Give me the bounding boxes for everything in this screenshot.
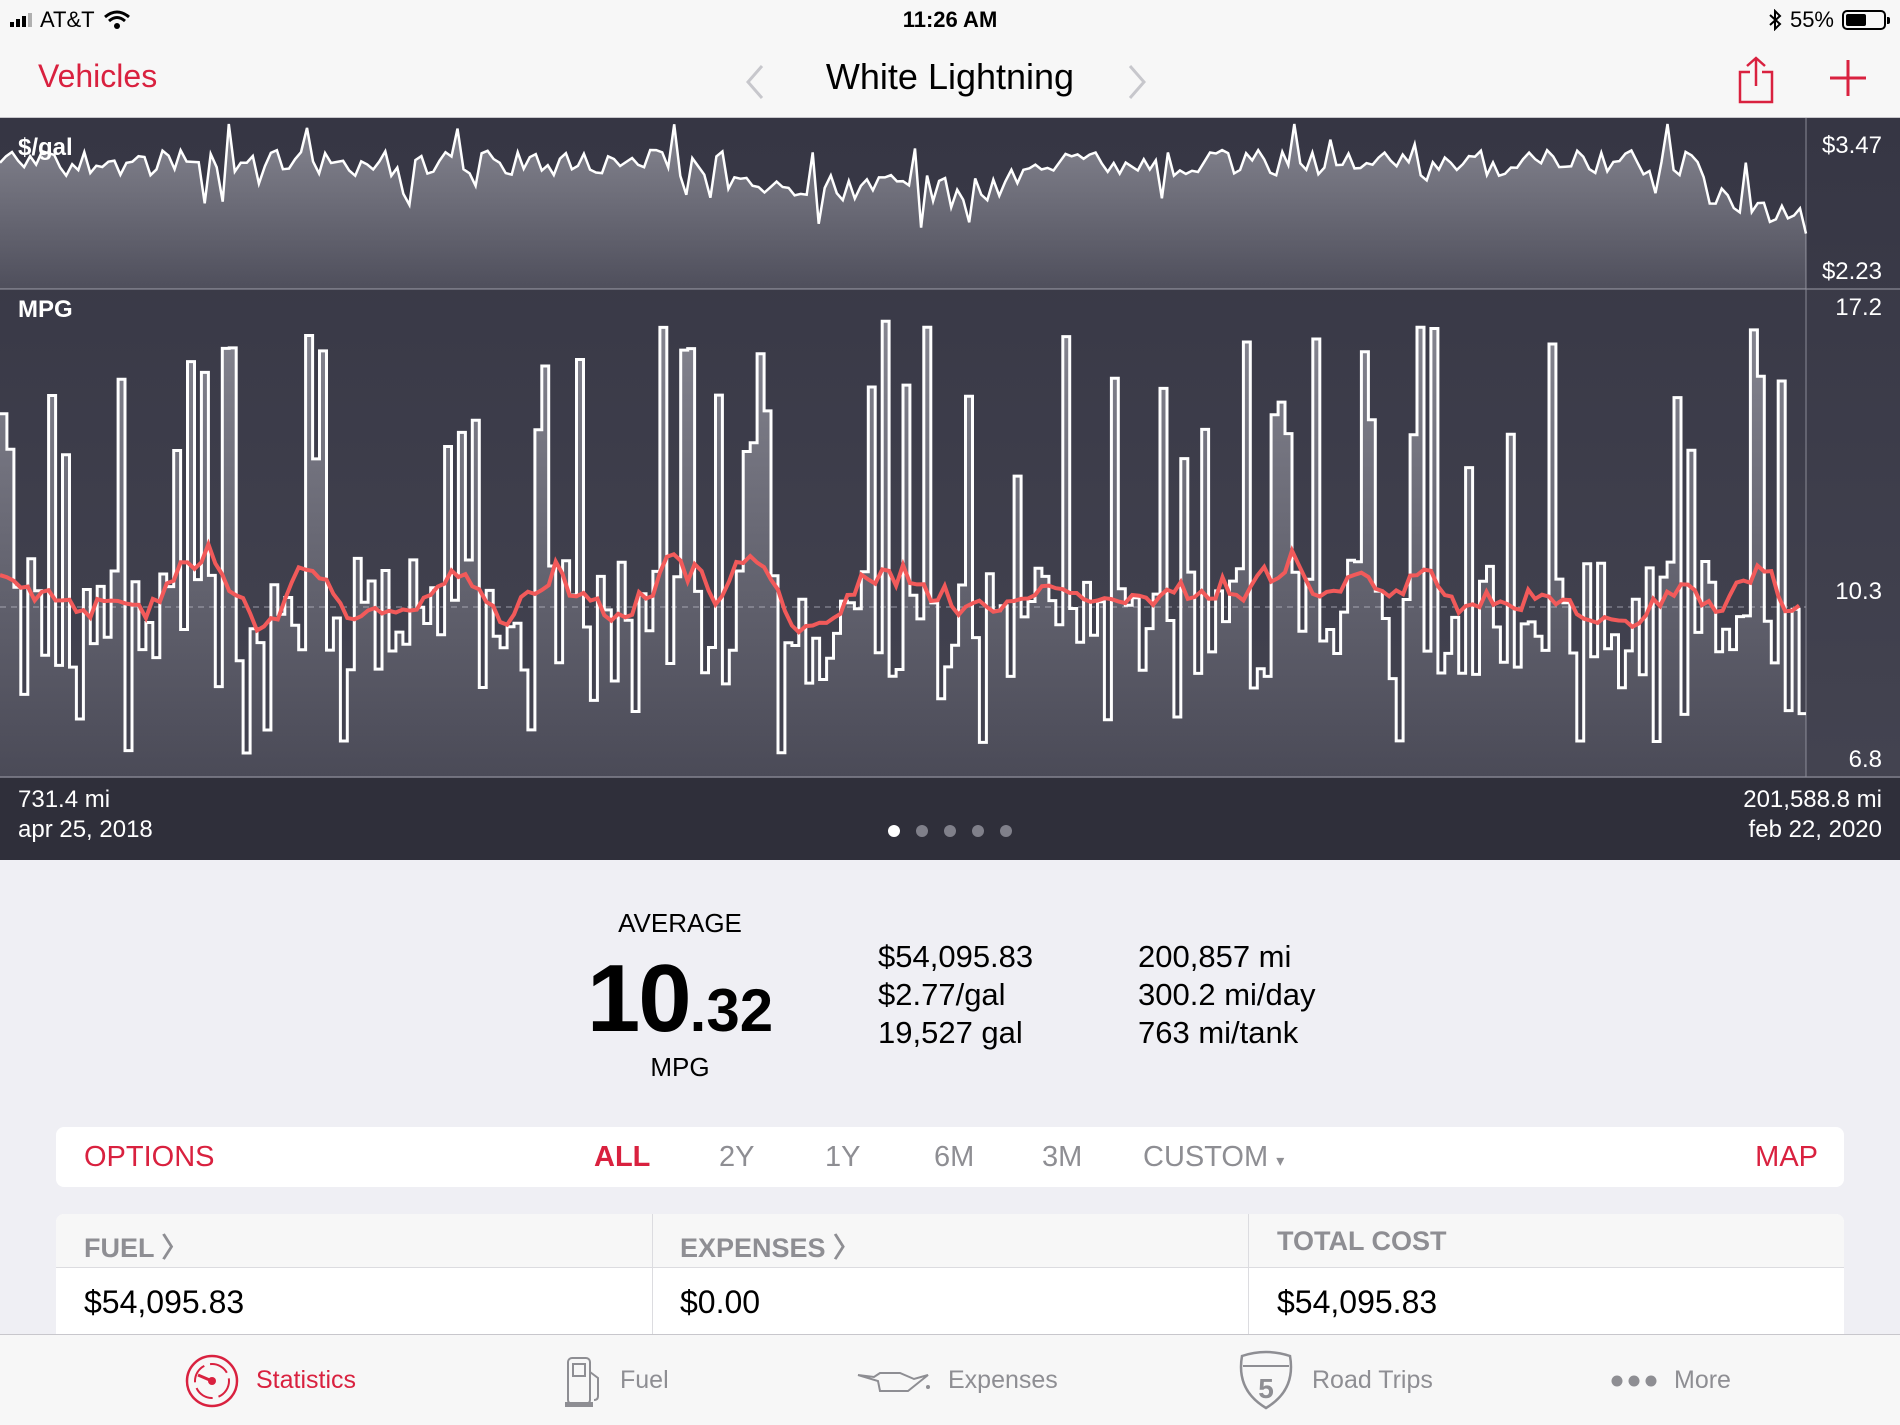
price-max-tick-label: $3.47 xyxy=(1821,132,1882,159)
range-all[interactable]: ALL xyxy=(594,1141,651,1173)
page-dot xyxy=(916,825,928,837)
mpg-axis-title: MPG xyxy=(18,296,73,323)
total-cost-stat: $54,095.83 xyxy=(878,939,1034,974)
start-date: apr 25, 2018 xyxy=(18,816,153,843)
battery-icon xyxy=(1842,10,1890,30)
options-button[interactable]: OPTIONS xyxy=(84,1141,215,1173)
miles-per-tank-stat: 763 mi/tank xyxy=(1138,1015,1299,1050)
shield-number: 5 xyxy=(1258,1373,1274,1404)
page-dot xyxy=(972,825,984,837)
total-cost-value: $54,095.83 xyxy=(1277,1284,1438,1320)
page-dot xyxy=(888,825,900,837)
price-series-line xyxy=(0,123,1808,234)
status-bar: AT&T 11:26 AM 55% xyxy=(0,0,1900,40)
cost-stats: $54,095.83 $2.77/gal 19,527 gal xyxy=(878,938,1033,1052)
tab-fuel-label: Fuel xyxy=(620,1366,669,1394)
end-odometer: 201,588.8 mi xyxy=(1743,786,1882,813)
mpg-max-tick-label: 17.2 xyxy=(1835,294,1882,321)
tab-road-trips-label: Road Trips xyxy=(1312,1366,1433,1394)
tab-bar: Statistics Fuel Expenses 5 Road Trips xyxy=(0,1334,1900,1425)
range-selector: OPTIONS ALL 2Y 1Y 6M 3M CUSTOM ▾ MAP xyxy=(56,1127,1844,1187)
vehicle-title: White Lightning xyxy=(825,56,1075,97)
gauge-icon xyxy=(185,1354,239,1407)
bluetooth-icon xyxy=(1769,9,1782,31)
fuel-value: $54,095.83 xyxy=(84,1284,245,1320)
chart-canvas xyxy=(0,118,1900,860)
average-label: AVERAGE xyxy=(618,908,742,938)
map-button[interactable]: MAP xyxy=(1755,1141,1818,1173)
cost-table: FUEL 〉 EXPENSES 〉 TOTAL COST $54,095.83 … xyxy=(56,1214,1844,1334)
range-1y[interactable]: 1Y xyxy=(825,1141,861,1173)
distance-stat: 200,857 mi xyxy=(1138,939,1292,974)
expenses-header[interactable]: EXPENSES 〉 xyxy=(680,1226,860,1265)
column-divider xyxy=(1248,1214,1249,1334)
custom-caret-icon: ▾ xyxy=(1276,1153,1285,1170)
fuel-header-label: FUEL xyxy=(84,1233,155,1263)
tab-statistics[interactable]: Statistics xyxy=(184,1335,356,1425)
column-divider xyxy=(652,1214,653,1334)
more-dots-icon xyxy=(1611,1375,1657,1386)
previous-vehicle-chevron-icon[interactable] xyxy=(742,62,766,102)
miles-per-day-stat: 300.2 mi/day xyxy=(1138,977,1316,1012)
fuel-chart[interactable]: $/gal $3.47 $2.23 MPG 17.2 10.3 6.8 731.… xyxy=(0,118,1900,860)
fuel-header[interactable]: FUEL 〉 xyxy=(84,1226,189,1265)
range-3m[interactable]: 3M xyxy=(1042,1141,1083,1173)
next-vehicle-chevron-icon[interactable] xyxy=(1126,62,1150,102)
oil-can-icon xyxy=(857,1371,930,1392)
carrier-label: AT&T xyxy=(40,7,95,32)
tab-expenses-label: Expenses xyxy=(948,1366,1058,1394)
total-cost-header: TOTAL COST xyxy=(1277,1226,1447,1256)
distance-stats: 200,857 mi 300.2 mi/day 763 mi/tank xyxy=(1138,938,1316,1052)
range-2y[interactable]: 2Y xyxy=(719,1141,755,1173)
cost-table-header: FUEL 〉 EXPENSES 〉 TOTAL COST xyxy=(56,1214,1844,1268)
battery-percent: 55% xyxy=(1789,7,1834,32)
average-integer: 10 xyxy=(586,945,692,1052)
average-decimal: .32 xyxy=(689,977,774,1044)
gallons-stat: 19,527 gal xyxy=(878,1015,1023,1050)
page-dot xyxy=(944,825,956,837)
tab-expenses[interactable]: Expenses xyxy=(856,1335,1058,1425)
status-time: 11:26 AM xyxy=(902,7,998,32)
range-custom[interactable]: CUSTOM ▾ xyxy=(1143,1141,1284,1174)
range-6m[interactable]: 6M xyxy=(934,1141,975,1173)
interstate-shield-icon: 5 xyxy=(1239,1350,1293,1409)
price-min-tick-label: $2.23 xyxy=(1821,258,1882,285)
chevron-right-icon: 〉 xyxy=(833,1233,861,1263)
mpg-series-line xyxy=(0,319,1806,755)
vehicles-back-button[interactable]: Vehicles xyxy=(38,58,158,94)
mpg-trend-line xyxy=(0,538,1801,635)
price-axis-title: $/gal xyxy=(18,134,73,161)
tab-more[interactable]: More xyxy=(1610,1335,1731,1425)
summary-section: AVERAGE 10.32 MPG $54,095.83 $2.77/gal 1… xyxy=(0,860,1900,1110)
mpg-average-tick-label: 10.3 xyxy=(1835,578,1882,605)
expenses-value: $0.00 xyxy=(680,1284,761,1320)
chart-footer-background xyxy=(0,778,1900,860)
navigation-bar: Vehicles White Lightning xyxy=(0,40,1900,118)
fuel-pump-icon xyxy=(565,1356,599,1407)
average-mpg-value: 10.32 xyxy=(560,944,800,1054)
cost-per-gallon-stat: $2.77/gal xyxy=(878,977,1006,1012)
page-indicator[interactable] xyxy=(0,824,1900,842)
average-unit: MPG xyxy=(650,1052,710,1082)
wifi-icon xyxy=(103,10,130,29)
custom-label: CUSTOM xyxy=(1143,1141,1269,1173)
page-dot xyxy=(1000,825,1012,837)
tab-fuel[interactable]: Fuel xyxy=(564,1335,669,1425)
signal-icon xyxy=(10,13,32,27)
mpg-min-tick-label: 6.8 xyxy=(1848,746,1882,773)
expenses-header-label: EXPENSES xyxy=(680,1233,826,1263)
tab-more-label: More xyxy=(1674,1366,1731,1394)
start-odometer: 731.4 mi xyxy=(18,786,111,813)
end-date: feb 22, 2020 xyxy=(1748,816,1882,843)
tab-road-trips[interactable]: 5 Road Trips xyxy=(1236,1335,1433,1425)
chevron-right-icon: 〉 xyxy=(161,1233,189,1263)
price-area xyxy=(0,124,1806,289)
share-icon[interactable] xyxy=(1734,56,1778,104)
add-icon[interactable] xyxy=(1826,56,1870,100)
tab-statistics-label: Statistics xyxy=(256,1366,357,1394)
